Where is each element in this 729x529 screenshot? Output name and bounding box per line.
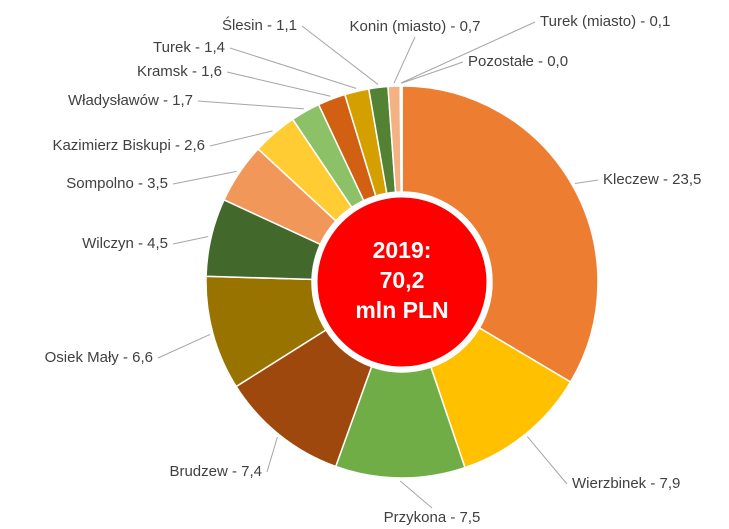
leader-line: [401, 61, 464, 84]
leader-line: [399, 480, 433, 509]
leader-line: [157, 333, 211, 359]
slice-label: Ślesin - 1,1: [222, 16, 297, 34]
leader-line: [393, 36, 416, 84]
slice-label: Kazimierz Biskupi - 2,6: [52, 137, 205, 154]
slice-label: Pozostałe - 0,0: [468, 53, 568, 70]
center-label: 70,2: [380, 267, 425, 293]
leader-line: [226, 71, 331, 97]
slice-label: Wilczyn - 4,5: [82, 235, 168, 252]
slice-label: Osiek Mały - 6,6: [45, 349, 153, 366]
leader-line: [574, 179, 599, 185]
leader-line: [229, 47, 357, 89]
leader-line: [526, 436, 568, 485]
leader-line: [209, 130, 273, 147]
slice-label: Kramsk - 1,6: [137, 63, 222, 80]
leader-line: [301, 25, 379, 85]
leader-line: [266, 437, 278, 473]
slice-label: Konin (miasto) - 0,7: [350, 18, 481, 35]
slice-label: Brudzew - 7,4: [169, 463, 262, 480]
leader-line: [172, 170, 237, 185]
slice-label: Władysławów - 1,7: [68, 92, 193, 109]
leader-line: [197, 100, 304, 110]
slice-label: Przykona - 7,5: [384, 509, 481, 526]
slice-label: Kleczew - 23,5: [603, 171, 701, 188]
center-circle: [314, 194, 490, 370]
slice-label: Turek (miasto) - 0,1: [540, 13, 670, 30]
center-label: mln PLN: [355, 297, 448, 323]
leader-line: [400, 21, 536, 84]
leader-line: [172, 235, 209, 245]
center-label: 2019:: [373, 237, 432, 263]
slice-label: Wierzbinek - 7,9: [572, 475, 680, 492]
slice-label: Sompolno - 3,5: [66, 175, 168, 192]
slice-label: Turek - 1,4: [153, 39, 225, 56]
slice: [401, 85, 599, 384]
